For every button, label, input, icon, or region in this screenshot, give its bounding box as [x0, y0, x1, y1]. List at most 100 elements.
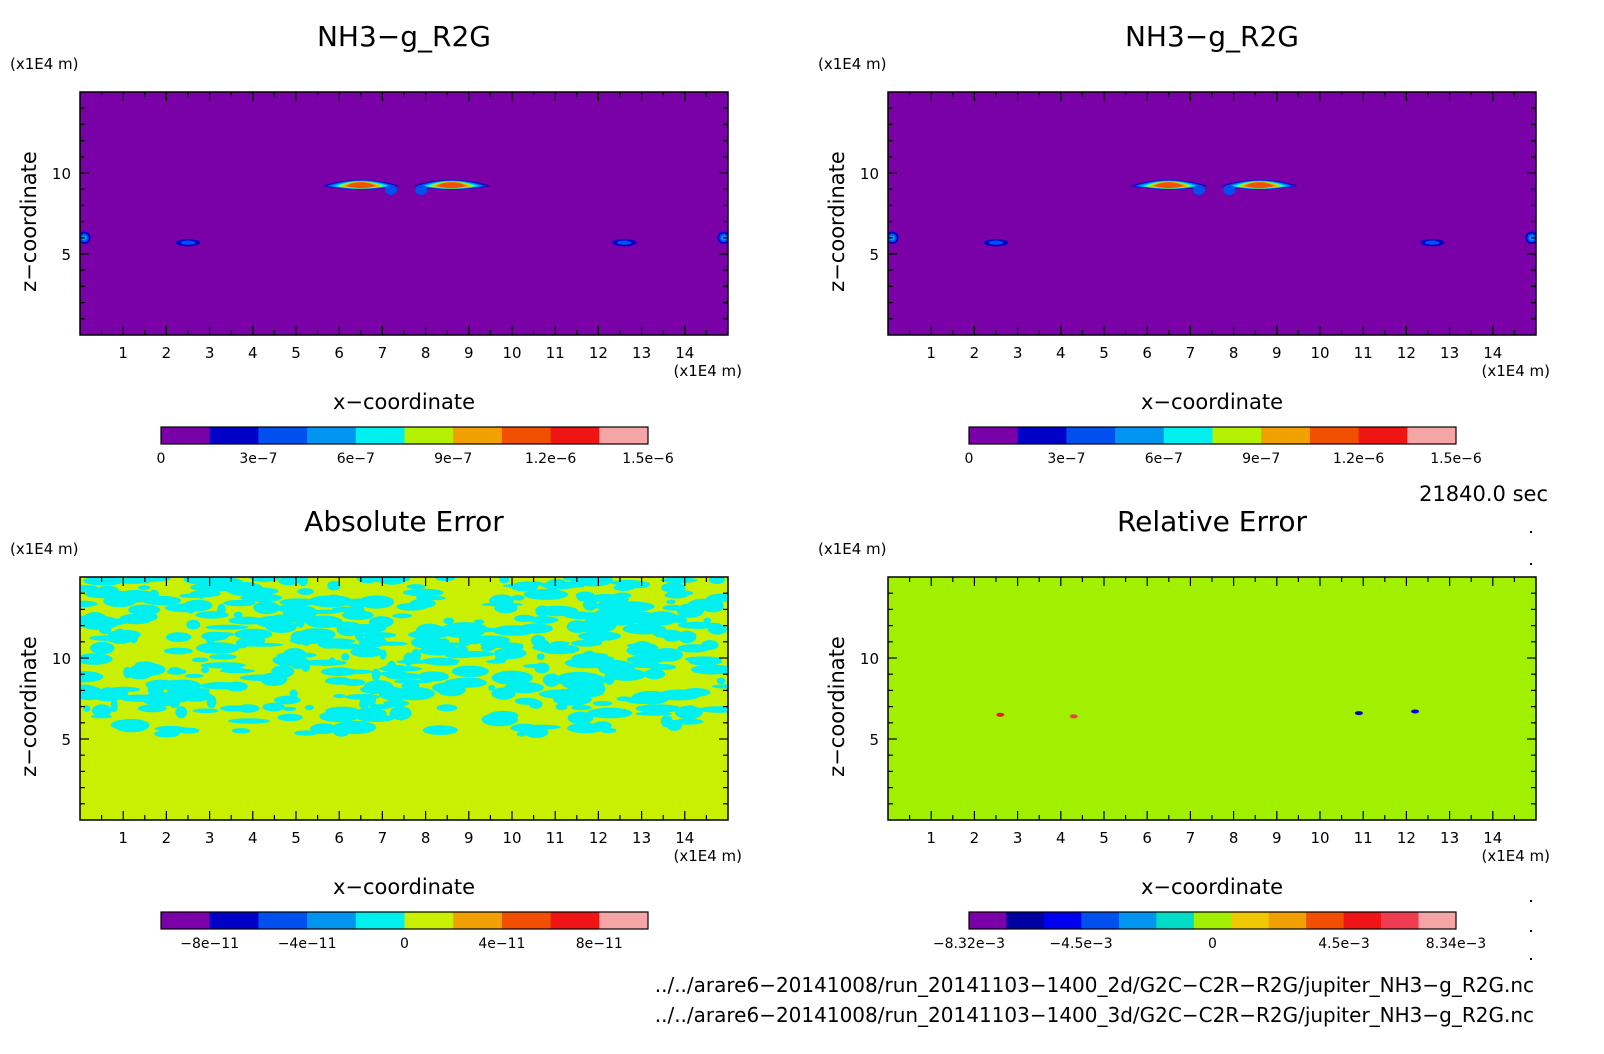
noise-patch [1001, 593, 1025, 603]
noise-patch [368, 616, 394, 628]
noise-patch [928, 602, 948, 611]
y-tick-label: 5 [61, 246, 71, 264]
noise-patch [468, 635, 510, 644]
noise-patch [1169, 710, 1204, 724]
x-tick-label: 8 [421, 344, 431, 362]
noise-patch [1444, 629, 1459, 642]
noise-patch [674, 705, 703, 720]
noise-patch [1087, 718, 1099, 726]
noise-patch [1461, 701, 1476, 709]
noise-patch [451, 665, 489, 678]
colorbar-swatch [209, 912, 259, 929]
noise-patch [1090, 685, 1104, 693]
noise-patch [247, 587, 279, 595]
noise-patch [600, 727, 617, 734]
noise-patch [184, 673, 204, 679]
noise-patch [1081, 596, 1114, 606]
noise-patch [912, 663, 922, 668]
noise-patch [1127, 602, 1139, 615]
colorbar-swatch [1212, 427, 1262, 444]
noise-patch [249, 577, 280, 582]
colorbar-swatch [1306, 912, 1345, 929]
noise-patch [200, 682, 242, 690]
noise-patch [128, 604, 161, 616]
noise-patch [320, 667, 357, 677]
noise-patch [278, 577, 300, 586]
noise-patch [716, 677, 726, 685]
panel-title: Absolute Error [304, 505, 504, 538]
colorbar-swatch [1407, 427, 1457, 444]
noise-patch [272, 616, 309, 623]
colorbar-swatch [1381, 912, 1420, 929]
colorbar-label: 1.5e−6 [1430, 451, 1482, 467]
noise-patch [888, 650, 894, 662]
x-tick-label: 4 [1056, 344, 1066, 362]
noise-patch [1017, 618, 1057, 632]
noise-patch [1180, 606, 1221, 615]
feature-edge-blob [80, 229, 93, 246]
noise-patch [1281, 671, 1323, 683]
noise-patch [674, 618, 688, 624]
noise-patch [1160, 644, 1187, 655]
noise-patch [900, 651, 918, 660]
colorbar-label: 0 [157, 451, 166, 467]
contour-band [1153, 182, 1184, 188]
noise-patch [1053, 689, 1082, 696]
noise-patch [289, 689, 298, 699]
x-tick-label: 11 [546, 829, 565, 847]
noise-patch [342, 610, 374, 621]
noise-patch [1367, 692, 1390, 705]
noise-patch [1317, 696, 1346, 710]
x-unit-label: (x1E4 m) [1481, 362, 1550, 380]
noise-patch [1399, 704, 1410, 714]
noise-patch [1010, 631, 1036, 643]
noise-patch [1061, 627, 1069, 637]
noise-patch [305, 615, 343, 628]
colorbar-label: 4e−11 [478, 936, 525, 952]
noise-patch [1243, 616, 1283, 626]
noise-patch [1099, 675, 1122, 688]
noise-patch [676, 603, 705, 618]
colorbar-swatch [1268, 912, 1307, 929]
noise-patch [1509, 589, 1536, 597]
noise-patch [698, 706, 728, 713]
x-tick-label: 10 [502, 344, 521, 362]
panel-2: NH3−g_R2G(x1E4 m)1 2 3 4 5 6 7 8 9 10 11 12 13 14510(… [818, 20, 1550, 467]
noise-patch [606, 619, 636, 626]
noise-patch [393, 686, 435, 701]
colorbar-label: 8e−11 [576, 936, 623, 952]
noise-patch [1297, 689, 1327, 698]
noise-patch [310, 723, 337, 735]
noise-patch [1479, 634, 1510, 645]
y-tick-label: 5 [869, 731, 879, 749]
x-tick-label: 10 [1310, 829, 1329, 847]
colorbar-swatch [1156, 912, 1195, 929]
noise-patch [708, 577, 725, 584]
noise-patch [1011, 713, 1041, 720]
noise-patch [407, 630, 449, 639]
noise-patch [968, 666, 1007, 680]
noise-patch [1070, 639, 1079, 653]
noise-patch [490, 719, 504, 727]
noise-patch [1495, 662, 1528, 667]
colorbar-frame [968, 911, 1457, 930]
noise-patch [1095, 620, 1108, 634]
colorbar-label: 0 [1208, 936, 1217, 952]
noise-patch [494, 603, 518, 614]
noise-patch [1392, 612, 1417, 625]
noise-patch [1376, 705, 1399, 715]
noise-patch [114, 718, 150, 733]
noise-patch [516, 731, 526, 737]
colorbar-label: 8.34e−3 [1426, 936, 1486, 952]
noise-patch [1408, 682, 1416, 695]
noise-patch [1258, 610, 1303, 615]
noise-patch [1230, 583, 1260, 593]
y-tick-label: 10 [860, 165, 879, 183]
field-layer [888, 179, 1536, 248]
colorbar-swatch [355, 912, 405, 929]
noise-patch [1499, 577, 1516, 587]
x-tick-label: 3 [205, 829, 215, 847]
noise-patch [145, 680, 184, 690]
